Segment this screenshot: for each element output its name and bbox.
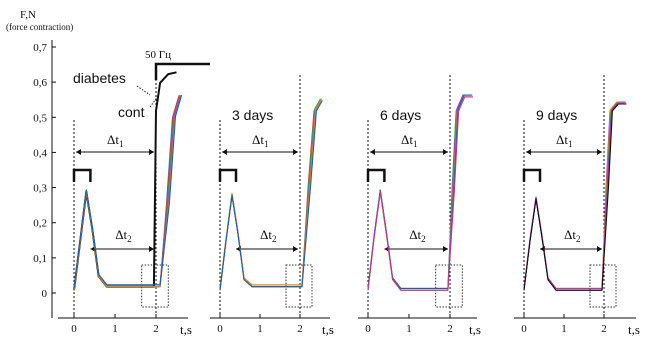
delta-t2-subscript: 2 [127,234,132,244]
chart-panel-1: 0 1 2 t,s Δt1 Δt2 diabetes cont [58,70,192,337]
delta-t2-label: Δt2 [260,227,276,244]
delta-t2-label: Δt2 [564,227,580,244]
series-line [73,96,182,291]
panel-title: 6 days [380,107,421,123]
arrow-head [526,149,531,155]
x-axis-unit: t,s [322,322,334,337]
arrow-head [149,149,154,155]
x-tick-label: 0 [71,323,77,335]
stimulus-bracket [72,168,92,182]
stimulus-bracket [218,168,238,182]
series-line [523,101,625,289]
delta-t2-label: Δt2 [115,227,131,244]
arrow-head [149,246,154,252]
arrow-head [293,246,298,252]
delta-t1-label: Δt1 [252,132,268,149]
chart-panel-4: 0 1 2 t,s Δt1 Δt2 9 days [514,75,640,337]
label-pointer [149,95,159,108]
arrow-head [222,149,227,155]
delta-t1-label: Δt1 [107,132,123,149]
y-axis-label: F,N [20,9,36,21]
y-axis-sublabel: (force contraction) [6,22,73,32]
arrow-head [597,149,602,155]
delta-t2-label: Δt2 [409,227,425,244]
arrow-head [597,246,602,252]
series-line [523,103,627,291]
series-label-diabetes: diabetes [73,70,126,86]
series-line [367,94,473,289]
zoom-box [285,264,313,308]
x-tick-label: 0 [217,323,223,335]
stimulus-bracket [522,168,542,182]
series-line [367,96,473,291]
arrow-head [370,149,375,155]
stimulus-50hz-bar [154,62,210,80]
y-tick-label: 0,5 [33,112,47,124]
x-tick-label: 2 [601,323,607,335]
x-tick-label: 1 [406,323,412,335]
series-line [219,100,321,291]
series-label-cont: cont [118,104,145,120]
delta-t1-subscript: 1 [413,139,418,149]
label-pointer [136,85,151,96]
x-tick-label: 1 [112,323,118,335]
delta-t1-label: Δt1 [401,132,417,149]
x-axis-unit: t,s [469,322,481,337]
x-tick-label: 2 [153,323,159,335]
series-line [367,96,471,291]
delta-t2-subscript: 2 [421,234,426,244]
delta-t2-subscript: 2 [272,234,277,244]
series-line [367,94,472,289]
delta-t1-subscript: 1 [568,139,573,149]
delta-t1-subscript: 1 [119,139,124,149]
stimulus-bracket [366,168,386,182]
x-tick-label: 0 [521,323,527,335]
x-tick-label: 0 [365,323,371,335]
x-axis-unit: t,s [628,322,640,337]
x-axis-unit: t,s [180,322,192,337]
y-tick-label: 0 [42,288,48,300]
y-tick-label: 0,7 [33,42,47,54]
series-line [219,100,323,291]
delta-t1-subscript: 1 [264,139,269,149]
series-line [367,96,472,291]
series-line [523,103,626,291]
chart-panel-2: 0 1 2 t,s Δt1 Δt2 3 days [210,75,334,337]
series-line [219,100,322,291]
stimulus-50hz-label: 50 Гц [145,49,171,61]
delta-t2-subscript: 2 [576,234,581,244]
chart-panels: 0 1 2 t,s Δt1 Δt2 diabetes cont 0 1 2 t,s Δt1 Δt2 3 da… [58,49,640,337]
y-tick-label: 0,3 [33,183,47,195]
panel-title: 3 days [232,107,273,123]
series-line [73,96,181,291]
y-tick-label: 0,4 [33,147,47,159]
series-line [523,101,626,289]
y-tick-label: 0,6 [33,77,47,89]
arrow-head [443,149,448,155]
panel-title: 9 days [536,107,577,123]
x-tick-label: 1 [257,323,263,335]
x-tick-label: 2 [447,323,453,335]
chart-panel-3: 0 1 2 t,s Δt1 Δt2 6 days [358,75,481,337]
x-tick-label: 2 [297,323,303,335]
y-tick-label: 0,2 [33,218,47,230]
delta-t1-label: Δt1 [556,132,572,149]
series-line [73,94,181,289]
arrow-head [293,149,298,155]
arrow-head [76,149,81,155]
series-line [73,94,183,289]
series-line [219,98,322,289]
x-tick-label: 1 [561,323,567,335]
arrow-head [443,246,448,252]
y-tick-label: 0,1 [33,253,47,265]
y-axis: 0 0,1 0,2 0,3 0,4 0,5 0,6 0,7 [33,40,56,318]
series-line [219,98,323,289]
